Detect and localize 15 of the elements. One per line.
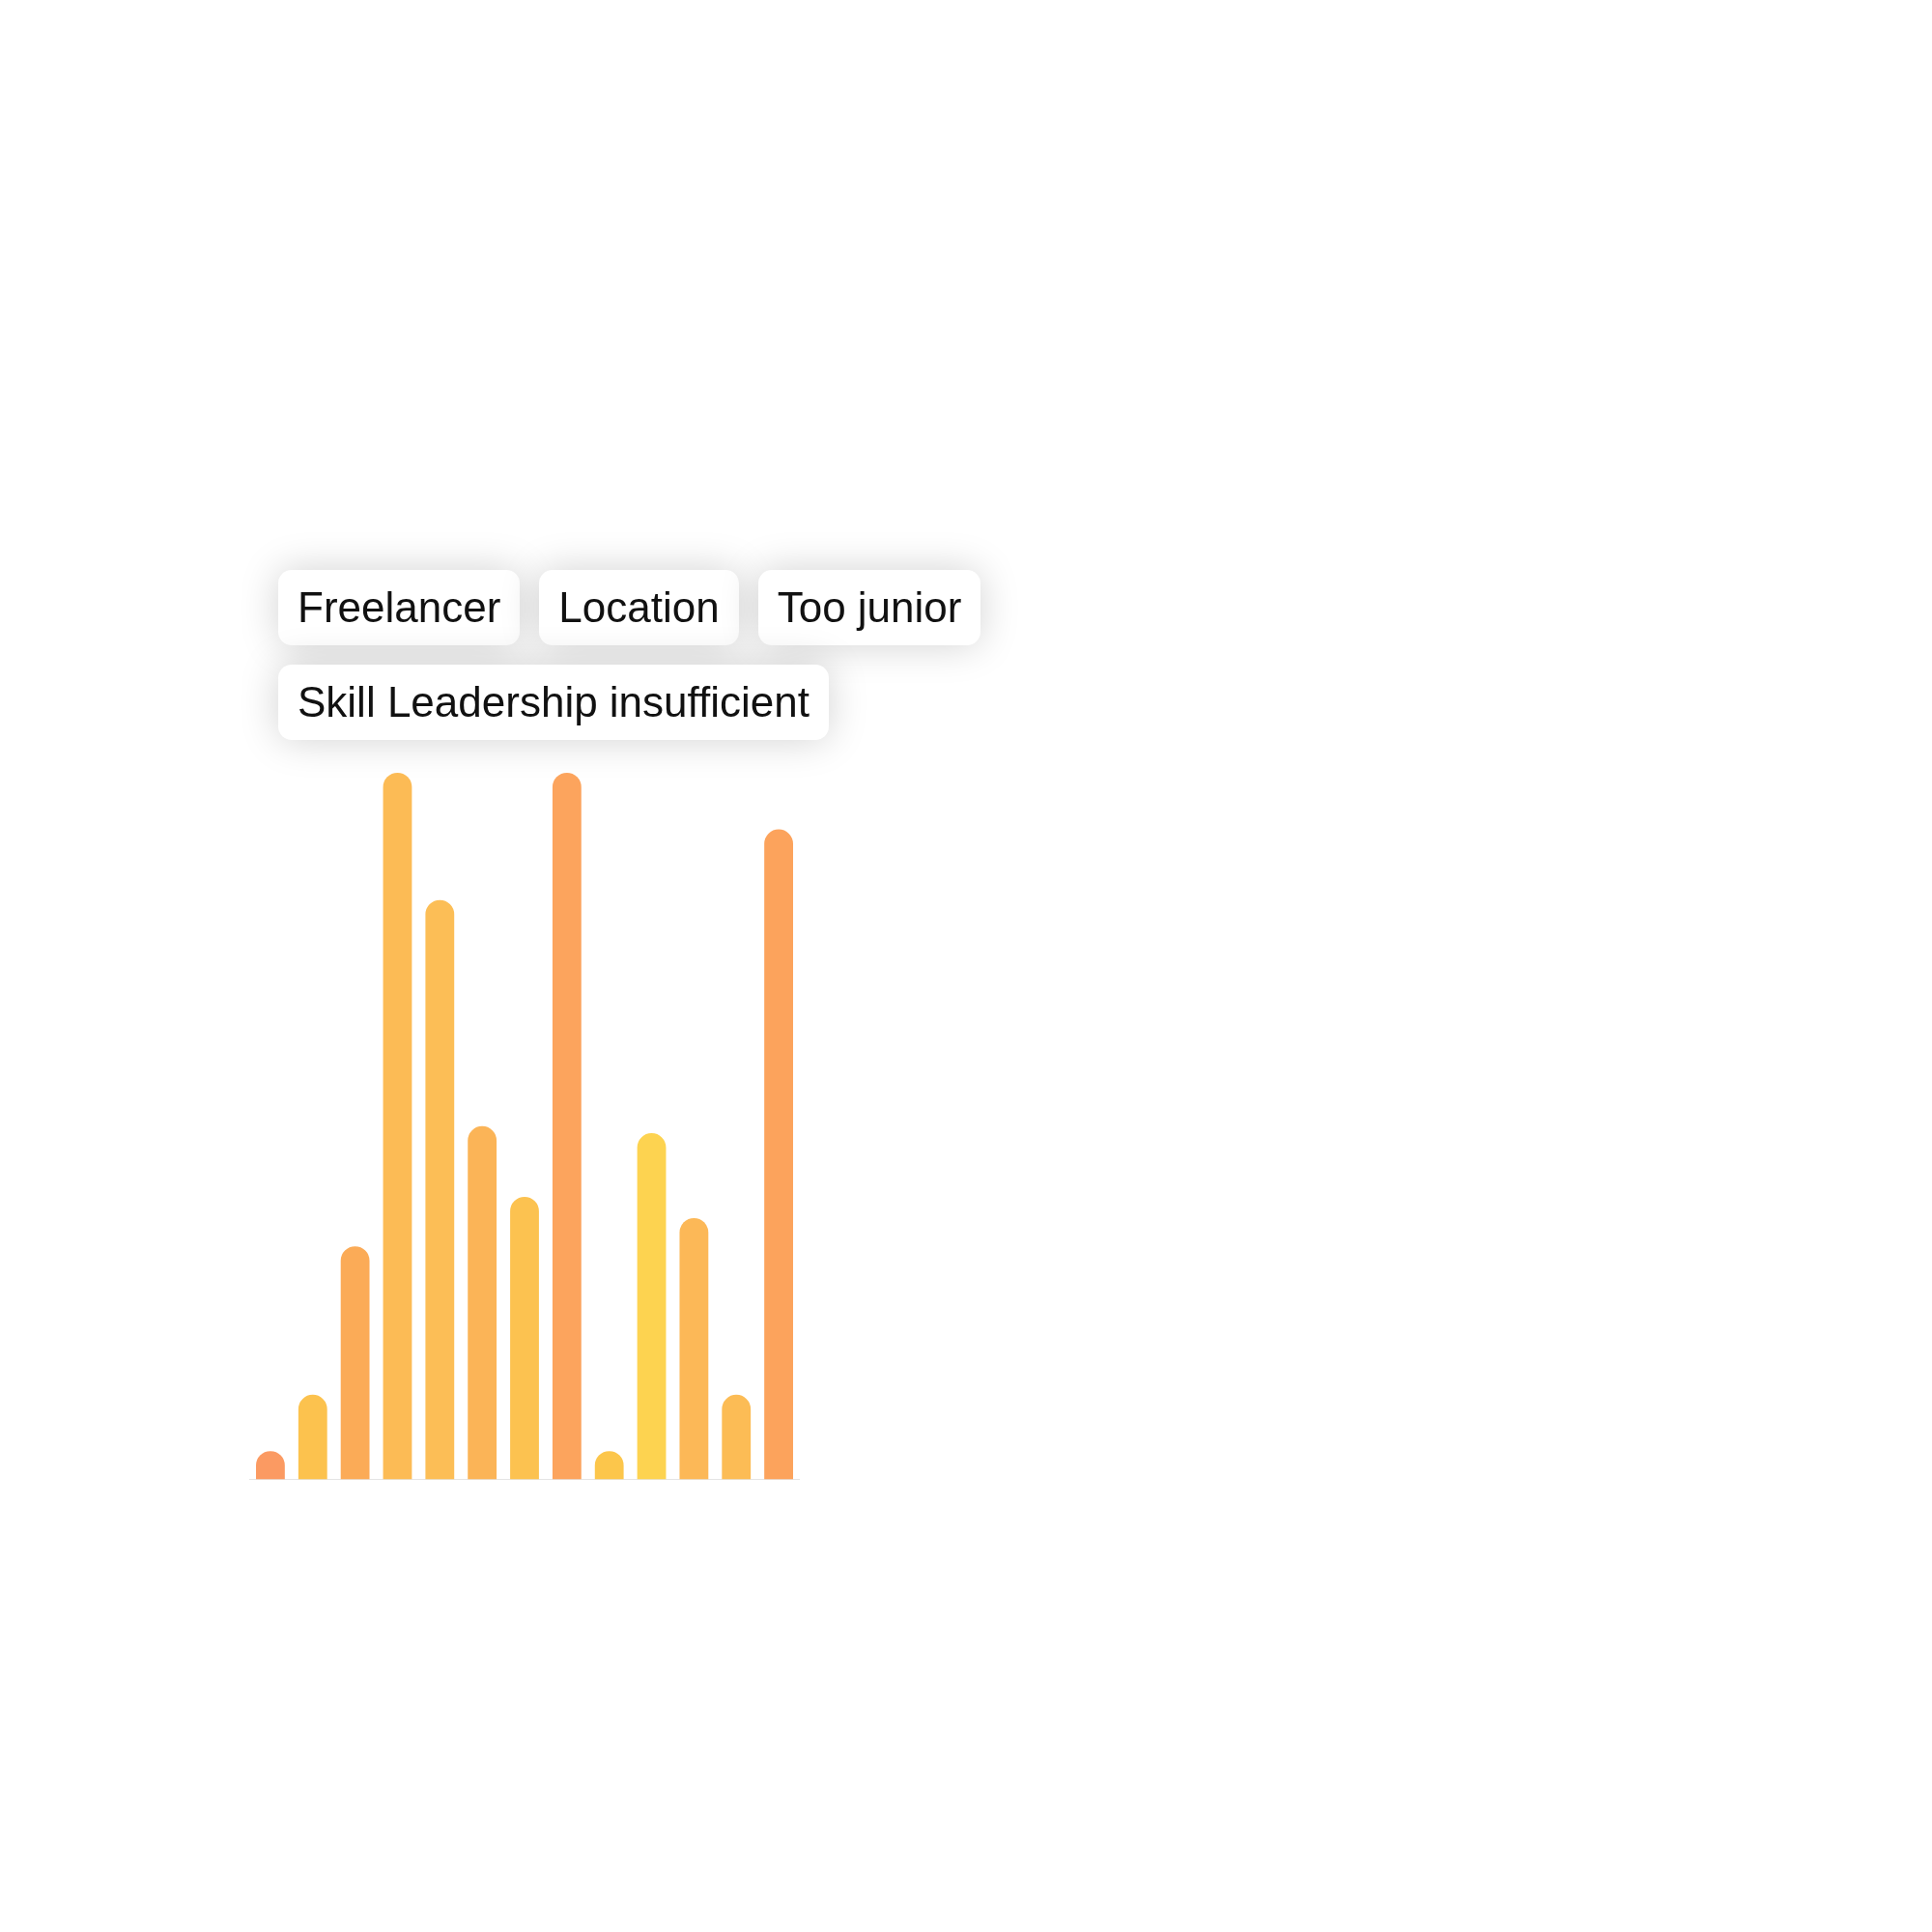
bar bbox=[764, 829, 793, 1480]
bar bbox=[637, 1133, 667, 1480]
bar bbox=[340, 1246, 370, 1480]
text: Location bbox=[539, 570, 739, 645]
bar bbox=[679, 1217, 709, 1480]
bar bbox=[552, 773, 582, 1480]
text: Too junior bbox=[757, 570, 981, 645]
bar bbox=[298, 1394, 327, 1480]
bar bbox=[425, 899, 455, 1480]
bar bbox=[383, 773, 412, 1480]
bar bbox=[510, 1196, 539, 1480]
text: Freelancer bbox=[278, 570, 521, 645]
text: Skill Leadership insufficient bbox=[278, 665, 829, 740]
bar bbox=[722, 1394, 752, 1480]
bar bbox=[468, 1125, 497, 1480]
